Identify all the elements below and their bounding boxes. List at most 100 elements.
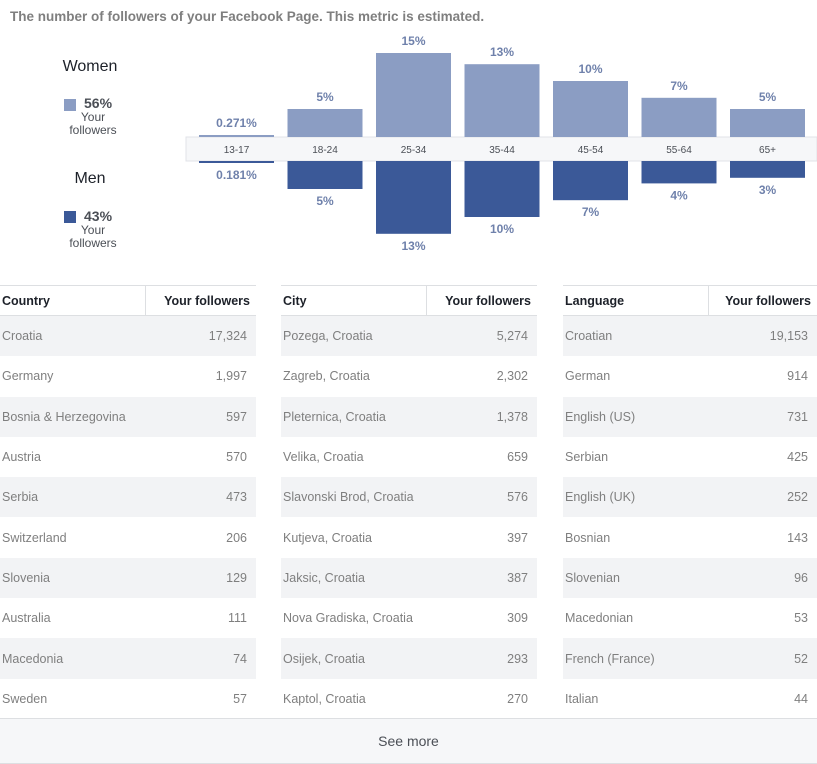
- row-label: Australia: [2, 611, 51, 626]
- table-row: Croatia 17,324: [0, 315, 256, 357]
- women-bar: [376, 53, 451, 137]
- row-followers: 659: [507, 450, 528, 465]
- age-tick-label: 13-17: [224, 145, 250, 156]
- row-followers: 1,997: [215, 369, 247, 384]
- men-bar: [199, 161, 274, 163]
- row-label: Serbia: [0, 477, 146, 518]
- row-label: Macedonian: [565, 611, 634, 626]
- row-followers: 44: [794, 691, 808, 706]
- city-followers-header: Your followers: [426, 285, 537, 316]
- table-row: Velika, Croatia 659: [281, 437, 537, 477]
- row-followers: 57: [233, 691, 247, 706]
- legend-women-title: Women: [62, 58, 118, 75]
- row-followers: 293: [426, 638, 537, 679]
- row-followers: 270: [507, 691, 528, 706]
- row-label: Slavonski Brod, Croatia: [281, 477, 427, 518]
- row-followers: 252: [708, 477, 817, 518]
- women-value-label: 0.271%: [216, 116, 257, 130]
- row-followers: 731: [708, 396, 817, 437]
- row-followers: 397: [507, 530, 528, 545]
- table-row: Australia 111: [0, 598, 256, 638]
- row-label: Zagreb, Croatia: [283, 369, 370, 384]
- table-row: Serbia 473: [0, 477, 256, 518]
- row-label: Macedonia: [0, 638, 146, 679]
- see-more-button[interactable]: See more: [0, 718, 817, 764]
- row-followers: 473: [145, 477, 256, 518]
- row-label: Velika, Croatia: [283, 450, 364, 465]
- row-label: Kaptol, Croatia: [283, 691, 366, 706]
- table-row: Zagreb, Croatia 2,302: [281, 356, 537, 396]
- row-followers: 309: [507, 611, 528, 626]
- country-header: Country: [0, 285, 146, 316]
- table-row: Slavonski Brod, Croatia 576: [281, 477, 537, 518]
- language-followers-header: Your followers: [708, 285, 817, 316]
- legend-men-swatch: [64, 211, 76, 223]
- legend-women-sub: Your followers: [63, 111, 123, 137]
- legend-women-pct: 56%: [84, 95, 113, 111]
- table-row: Pozega, Croatia 5,274: [281, 315, 537, 357]
- table-row: Jaksic, Croatia 387: [281, 557, 537, 599]
- women-value-label: 7%: [670, 79, 688, 93]
- women-value-label: 5%: [316, 90, 334, 104]
- row-label: Austria: [2, 450, 41, 465]
- row-followers: 914: [787, 369, 808, 384]
- age-tick-label: 55-64: [666, 145, 692, 156]
- metric-description: The number of followers of your Facebook…: [10, 9, 485, 24]
- men-value-label: 3%: [759, 183, 777, 197]
- men-value-label: 7%: [582, 205, 600, 219]
- women-value-label: 5%: [759, 90, 777, 104]
- men-bar: [553, 161, 628, 201]
- row-label: Slovenia: [0, 557, 146, 599]
- men-bar: [287, 161, 363, 189]
- table-row: Italian 44: [563, 679, 817, 719]
- row-followers: 129: [145, 557, 256, 599]
- table-row: Bosnia & Herzegovina 597: [0, 396, 256, 437]
- table-row: Germany 1,997: [0, 356, 256, 396]
- row-followers: 387: [426, 557, 537, 599]
- men-value-label: 10%: [490, 222, 514, 236]
- legend-men-pct: 43%: [84, 208, 113, 224]
- men-bar: [376, 161, 451, 234]
- table-row: Bosnian 143: [563, 517, 817, 557]
- women-bar: [464, 64, 540, 137]
- table-row: Macedonia 74: [0, 638, 256, 679]
- country-table: Country Your followers Croatia 17,324 Germ…: [0, 285, 256, 719]
- row-followers: 576: [426, 477, 537, 518]
- table-row: French (France) 52: [563, 638, 817, 679]
- women-bar: [199, 135, 274, 137]
- row-followers: 52: [708, 638, 817, 679]
- men-value-label: 13%: [401, 239, 425, 253]
- row-label: Serbian: [565, 450, 609, 465]
- row-label: Croatian: [563, 315, 709, 357]
- row-label: Osijek, Croatia: [281, 638, 427, 679]
- table-row: Serbian 425: [563, 437, 817, 477]
- row-label: Bosnia & Herzegovina: [0, 396, 146, 437]
- age-tick-label: 45-54: [578, 145, 604, 156]
- row-followers: 206: [226, 530, 247, 545]
- women-value-label: 15%: [401, 34, 425, 48]
- table-row: English (UK) 252: [563, 477, 817, 518]
- women-bar: [641, 97, 717, 137]
- women-value-label: 10%: [578, 62, 602, 76]
- table-row: Switzerland 206: [0, 517, 256, 557]
- row-label: Switzerland: [2, 530, 67, 545]
- row-followers: 2,302: [496, 369, 528, 384]
- row-followers: 74: [145, 638, 256, 679]
- row-label: English (UK): [563, 477, 709, 518]
- men-bar: [641, 161, 717, 184]
- language-header: Language: [563, 285, 709, 316]
- women-value-label: 13%: [490, 45, 514, 59]
- women-bar: [730, 109, 805, 137]
- row-label: Pozega, Croatia: [281, 315, 427, 357]
- age-tick-label: 65+: [759, 145, 776, 156]
- row-label: Kutjeva, Croatia: [283, 530, 372, 545]
- row-followers: 111: [227, 611, 247, 626]
- row-followers: 96: [708, 557, 817, 599]
- row-followers: 143: [787, 530, 808, 545]
- age-gender-chart: 0.271% 0.181% 13-17 5% 5% 18-24 15% 13% 25-34 13%…: [185, 34, 817, 253]
- legend-men-sub-line2: followers: [69, 236, 117, 250]
- row-label: Jaksic, Croatia: [281, 557, 427, 599]
- table-row: Slovenia 129: [0, 557, 256, 599]
- row-label: Croatia: [0, 315, 146, 357]
- women-bar: [287, 109, 363, 137]
